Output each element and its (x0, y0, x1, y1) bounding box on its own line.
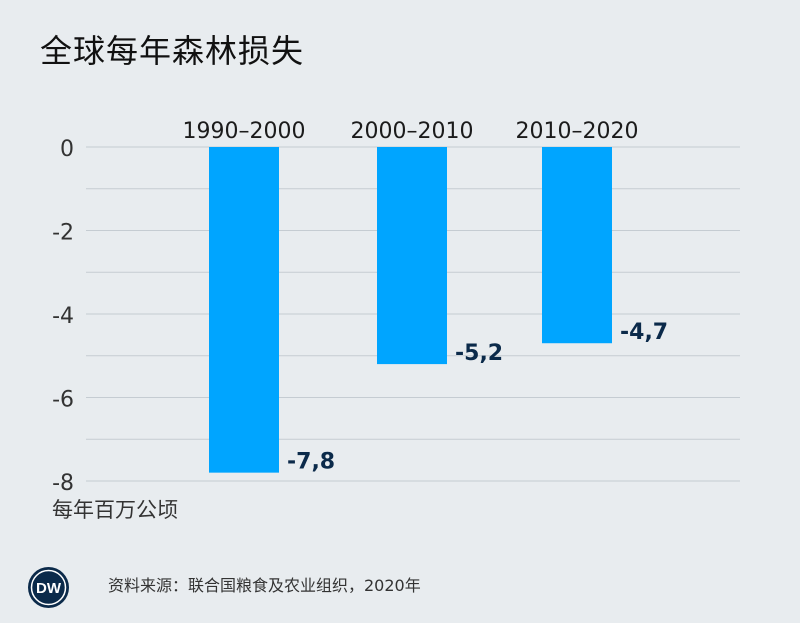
y-tick-label: -6 (52, 388, 74, 413)
unit-label: 每年百万公顷 (52, 498, 178, 522)
bar (542, 147, 612, 344)
y-tick-label: 0 (60, 137, 74, 162)
chart-title: 全球每年森林损失 (40, 32, 305, 70)
y-tick-label: -8 (52, 471, 74, 496)
logo-text: DW (36, 580, 62, 597)
dw-logo: DW (28, 567, 69, 608)
category-label: 2000–2010 (351, 119, 474, 144)
y-tick-label: -4 (52, 304, 74, 329)
bar (209, 147, 279, 473)
value-label: -5,2 (455, 341, 503, 366)
bar (377, 147, 447, 365)
source-note: 资料来源：联合国粮食及农业组织，2020年 (108, 576, 421, 595)
category-label: 1990–2000 (183, 119, 306, 144)
value-label: -7,8 (287, 450, 335, 475)
y-tick-label: -2 (52, 221, 74, 246)
category-label: 2010–2020 (516, 119, 639, 144)
value-label: -4,7 (620, 320, 668, 345)
